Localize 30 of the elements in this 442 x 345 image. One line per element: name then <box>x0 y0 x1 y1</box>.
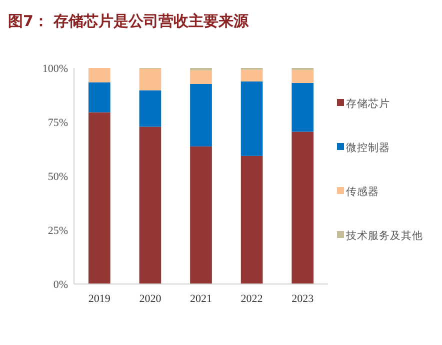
bar <box>240 81 263 156</box>
bar <box>240 70 263 82</box>
bar <box>240 156 263 284</box>
y-tick-label: 100% <box>42 63 68 75</box>
x-tick-label: 2020 <box>139 293 162 305</box>
legend-label: 微控制器 <box>346 141 390 154</box>
legend-label: 技术服务及其他 <box>345 229 423 242</box>
bar <box>88 68 110 82</box>
bar <box>190 84 212 146</box>
y-tick-label: 0% <box>53 279 68 291</box>
legend-label: 传感器 <box>346 185 379 198</box>
x-tick-label: 2022 <box>240 293 263 305</box>
bar <box>139 90 162 127</box>
bar <box>292 70 314 83</box>
y-tick-label: 25% <box>48 225 68 237</box>
bar <box>88 82 110 112</box>
bar <box>292 82 314 132</box>
x-tick-label: 2023 <box>292 293 314 305</box>
bar <box>190 146 212 284</box>
bar <box>88 112 110 284</box>
bar <box>139 68 162 90</box>
x-tick-label: 2021 <box>190 293 212 305</box>
bar <box>139 126 162 284</box>
legend-label: 存储芯片 <box>346 97 390 110</box>
chart-title: 图7： 存储芯片是公司营收主要来源 <box>8 12 250 30</box>
y-tick-label: 50% <box>48 171 68 183</box>
bar <box>292 132 314 284</box>
y-tick-label: 75% <box>48 117 68 129</box>
bar <box>190 70 212 84</box>
x-tick-label: 2019 <box>88 293 111 305</box>
